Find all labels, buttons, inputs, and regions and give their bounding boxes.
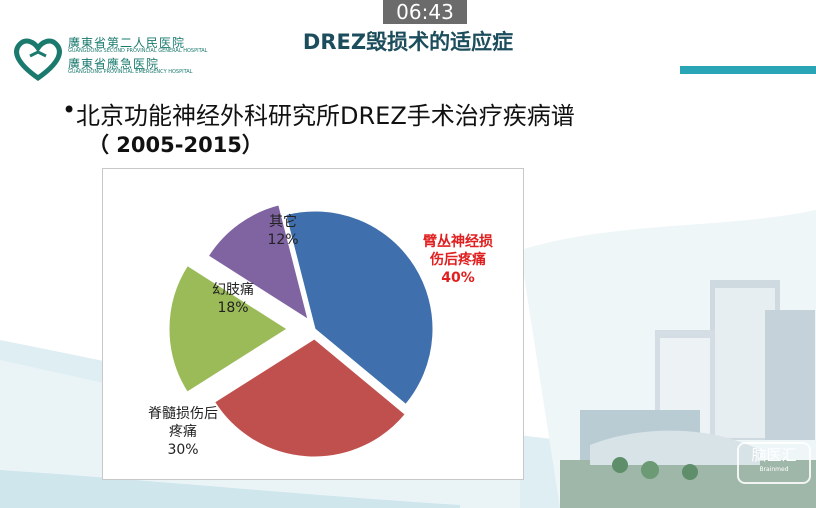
slice-label-3-pct: 12% bbox=[267, 232, 299, 248]
slice-label-0-line2: 伤后疼痛 bbox=[430, 252, 486, 268]
watermark-logo: 脑医汇 bbox=[737, 442, 811, 484]
bullet-years: （ 2005-2015） bbox=[88, 133, 263, 157]
hospital-name-cn-1: 廣東省第二人民医院 bbox=[68, 36, 186, 50]
video-timer: 06:43 bbox=[383, 0, 467, 24]
hospital-name-en-1: GUANGDONG SECOND PROVINCIAL GENERAL HOSP… bbox=[68, 48, 208, 54]
slice-label-0-line1: 臂丛神经损 bbox=[423, 234, 493, 250]
slice-label-3: 其它 12% bbox=[253, 213, 313, 249]
slice-label-1-line1: 脊髓损伤后 bbox=[148, 406, 218, 422]
slice-label-2: 幻肢痛 18% bbox=[203, 281, 263, 317]
slice-label-2-pct: 18% bbox=[217, 300, 249, 316]
hospital-name-en-2: GUANGDONG PROVINCIAL EMERGENCY HOSPITAL bbox=[68, 69, 193, 75]
slide-title: DREZ毁损术的适应症 bbox=[302, 30, 514, 54]
pie-slice-0 bbox=[285, 210, 434, 406]
slice-label-2-line1: 幻肢痛 bbox=[212, 282, 254, 298]
hospital-building-image bbox=[560, 280, 816, 508]
slice-label-1-pct: 30% bbox=[167, 442, 199, 458]
slice-label-3-line1: 其它 bbox=[269, 214, 297, 230]
hospital-logo bbox=[14, 38, 62, 82]
slice-label-0-pct: 40% bbox=[441, 270, 475, 286]
pie-slice-2 bbox=[168, 264, 288, 393]
pie-chart-svg bbox=[168, 204, 434, 458]
slice-label-1-line2: 疼痛 bbox=[169, 424, 197, 440]
watermark-sub: Brainmed bbox=[759, 466, 789, 473]
slice-label-1: 脊髓损伤后 疼痛 30% bbox=[133, 405, 233, 459]
bullet-text: 北京功能神经外科研究所DREZ手术治疗疾病谱 bbox=[76, 102, 575, 130]
title-accent-bar bbox=[680, 66, 816, 74]
slice-label-0: 臂丛神经损 伤后疼痛 40% bbox=[403, 233, 513, 287]
pie-slice-3 bbox=[207, 204, 309, 321]
pie-chart: 臂丛神经损 伤后疼痛 40% 脊髓损伤后 疼痛 30% 幻肢痛 18% 其它 1… bbox=[102, 168, 524, 480]
bullet-dot: • bbox=[62, 96, 77, 124]
pie-slice-1 bbox=[213, 338, 406, 458]
hospital-name-cn-2: 廣東省應急医院 bbox=[68, 57, 160, 71]
